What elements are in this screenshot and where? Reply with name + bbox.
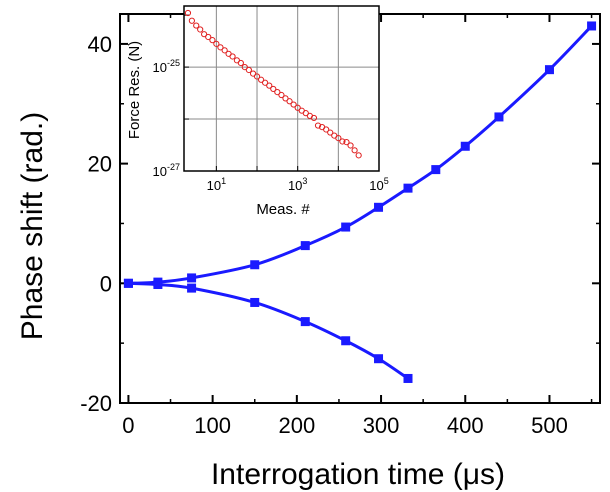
y-tick-label: 40	[88, 32, 112, 57]
x-axis-label: Interrogation time (μs)	[211, 458, 505, 491]
series-2-line	[128, 281, 409, 380]
x-tick-label: 100	[194, 413, 231, 438]
inset-data-point	[274, 89, 281, 96]
series-1-marker	[403, 183, 413, 193]
inset-x-axis-label: Meas. #	[256, 201, 310, 218]
inset-data-point	[253, 73, 261, 80]
inset-data-point	[241, 63, 248, 71]
series-1-marker	[587, 21, 597, 31]
series-2-marker	[374, 354, 384, 364]
inset-data-point	[229, 53, 236, 60]
series-1-marker	[494, 112, 504, 122]
inset-data-point	[323, 126, 330, 133]
x-tick-label: 0	[122, 413, 134, 438]
series-1-marker	[431, 165, 441, 175]
inset-data-point	[205, 33, 212, 41]
inset-x-tick-label: 103	[288, 176, 307, 193]
inset-points	[184, 9, 362, 159]
series-1-marker	[187, 273, 197, 283]
inset-data-point	[213, 40, 220, 47]
inset-data-point	[314, 122, 322, 129]
inset-background	[184, 6, 379, 171]
x-tick-label: 300	[363, 413, 400, 438]
inset-data-point	[201, 31, 208, 38]
inset-data-point	[209, 37, 216, 44]
inset-data-point	[339, 138, 346, 145]
inset-y-tick-label: 10-27	[153, 162, 180, 179]
inset-x-tick-label: 101	[207, 176, 226, 193]
inset-data-point	[278, 91, 285, 99]
inset-y-tick-label: 10-25	[153, 58, 180, 75]
inset-data-point	[221, 47, 228, 54]
inset-data-point	[270, 85, 277, 93]
x-tick-label: 400	[447, 413, 484, 438]
series-1-marker	[460, 141, 470, 151]
y-tick-label: 20	[88, 152, 112, 177]
series-2-marker	[403, 373, 413, 383]
series-2-marker	[341, 336, 351, 346]
inset-y-axis-label: Force Res. (N)	[126, 41, 143, 139]
series-1-marker	[300, 241, 310, 251]
inset-data-point	[245, 66, 252, 74]
series-1-marker	[250, 260, 260, 270]
inset-data-point	[310, 114, 318, 122]
inset-data-point	[249, 70, 257, 77]
inset-ticks: 101 103 105 10-25 10-27	[153, 14, 389, 193]
inset-data-point	[335, 134, 342, 142]
inset-grid	[184, 6, 379, 171]
main-series	[123, 21, 597, 383]
inset-data-point	[355, 152, 362, 159]
inset-data-point	[261, 79, 269, 86]
series-2-marker	[123, 278, 133, 288]
inset-frame	[183, 5, 380, 172]
inset-x-tick-label: 105	[369, 176, 388, 193]
inset-data-point	[184, 9, 192, 17]
inset-data-point	[193, 22, 200, 29]
series-2-marker	[250, 297, 260, 307]
inset-data-point	[266, 82, 273, 89]
inset-data-point	[351, 147, 358, 154]
series-1-marker	[341, 222, 351, 232]
y-tick-label: 0	[100, 271, 112, 296]
inset-data-point	[197, 26, 204, 33]
y-axis-label: Phase shift (rad.)	[16, 112, 49, 340]
series-2-marker	[187, 283, 197, 293]
inset-data-point	[237, 59, 244, 67]
inset-data-point	[217, 44, 224, 51]
inset-axes	[183, 5, 380, 172]
inset-data-point	[258, 76, 265, 83]
inset-data-point	[282, 95, 289, 102]
main-ticks: 0 100 200 300 400 500 -20 0 20 40	[80, 14, 600, 438]
y-tick-label: -20	[80, 391, 112, 416]
series-2-marker	[300, 317, 310, 327]
series-1-marker	[374, 202, 384, 212]
inset-data-point	[327, 129, 334, 136]
x-tick-label: 500	[531, 413, 568, 438]
inset-data-point	[188, 17, 195, 24]
inset-data-point	[302, 110, 309, 117]
inset-data-point	[286, 98, 293, 105]
inset-data-point	[290, 101, 297, 108]
inset-data-point	[294, 104, 301, 111]
series-2-marker	[153, 280, 163, 290]
x-tick-label: 200	[278, 413, 315, 438]
inset-data-point	[343, 138, 350, 146]
series-1-marker	[544, 65, 554, 75]
inset-data-point	[347, 142, 354, 149]
